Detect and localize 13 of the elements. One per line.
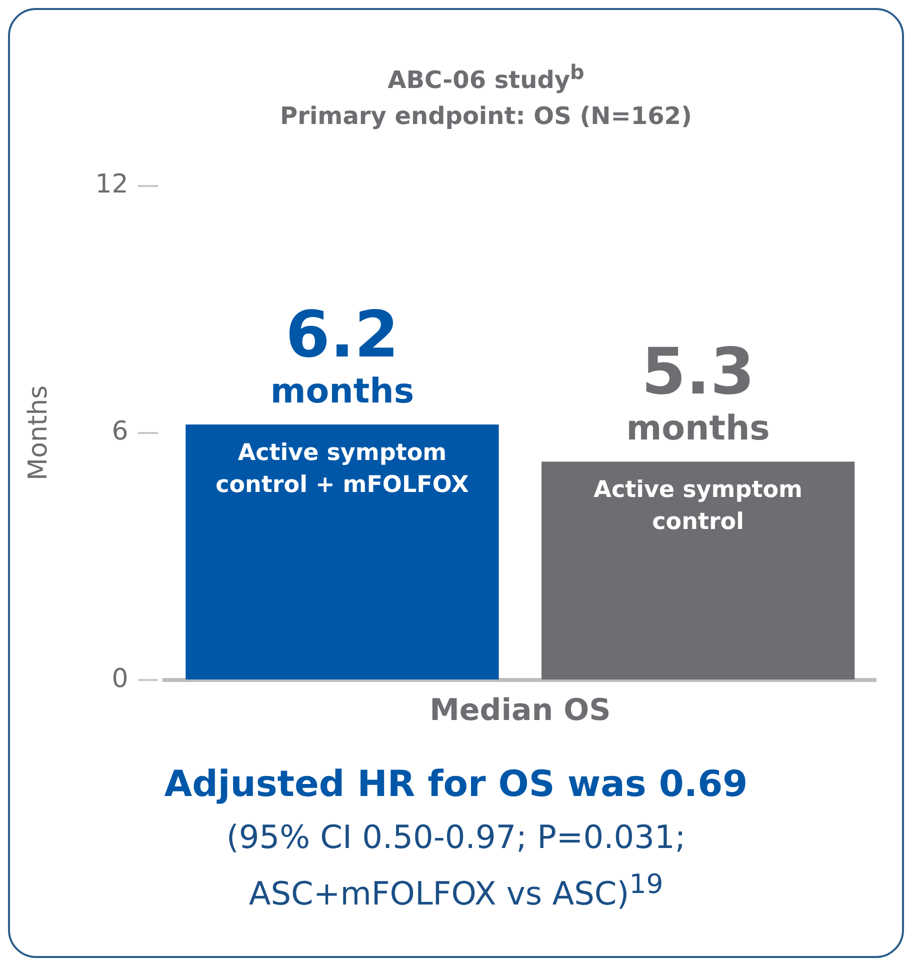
text: (95% CI 0.50-0.97; P=0.031; ASC+mFOLFOX vs ASC)$^{19}$ (225, 817, 687, 915)
y-tick-label: 0 (112, 664, 128, 694)
x-tick-label: Active symptom control (594, 477, 802, 536)
x-tick-label: Active symptom control + mFOLFOX (216, 440, 470, 498)
data-label: 5.3 months (626, 336, 770, 449)
text: Adjusted HR for OS was 0.69 (163, 764, 749, 805)
y-axis-title: Months (23, 385, 54, 480)
data-label: 6.2 months (270, 298, 414, 412)
chart-subtitle: Primary endpoint: OS (N=162) (279, 101, 693, 132)
x-axis-title: Median OS (430, 692, 611, 728)
chart-title: ABC-06 study$^{b}$ (386, 59, 586, 96)
y-tick-label: 12 (95, 169, 128, 200)
y-tick-label: 6 (112, 416, 128, 447)
